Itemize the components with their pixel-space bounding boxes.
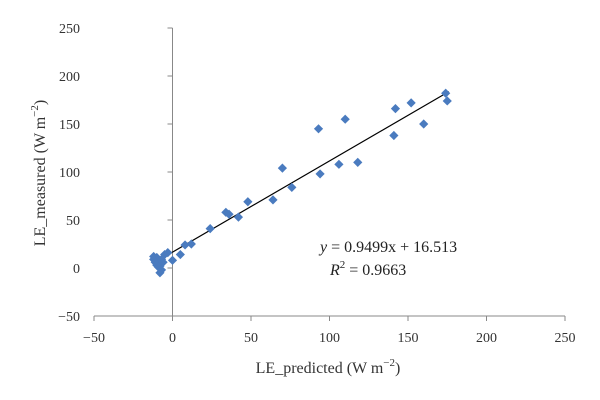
data-point xyxy=(233,212,244,222)
x-axis-title: LE_predicted (W m−2) xyxy=(256,357,401,377)
y-tick-label: 200 xyxy=(59,70,80,85)
y-tick-label: 50 xyxy=(66,214,80,229)
x-tick-label: 50 xyxy=(244,331,258,346)
data-point xyxy=(268,195,278,205)
data-point xyxy=(167,255,178,265)
data-point xyxy=(419,119,429,129)
data-point xyxy=(277,163,287,173)
data-point xyxy=(180,240,190,250)
data-point xyxy=(406,98,416,108)
data-point xyxy=(186,239,196,249)
data-point xyxy=(441,88,451,98)
trendline xyxy=(153,91,450,264)
data-point xyxy=(313,124,324,134)
axes: −50 0 50 100 150 200 250 −50 0 50 100 150 200 250 xyxy=(58,22,575,346)
data-point xyxy=(353,157,363,167)
y-tick-label: 250 xyxy=(59,22,80,37)
data-point xyxy=(243,197,253,207)
data-point xyxy=(158,257,168,267)
y-tick-label: −50 xyxy=(58,310,80,325)
y-tick-label: 0 xyxy=(73,262,80,277)
data-point xyxy=(163,248,173,258)
x-tick-label: 100 xyxy=(319,331,340,346)
x-tick-label: −50 xyxy=(83,331,105,346)
data-point xyxy=(156,265,167,275)
y-axis-title: LE_measured (W m−2) xyxy=(29,100,49,246)
trendline-equation: y = 0.9499x + 16.513 xyxy=(318,239,457,256)
r-squared-label: R2 = 0.9663 xyxy=(329,259,406,279)
data-point xyxy=(389,130,399,141)
x-tick-label: 150 xyxy=(398,331,419,346)
data-points xyxy=(149,88,452,278)
x-tick-label: 250 xyxy=(555,331,576,346)
data-point xyxy=(390,104,401,114)
data-point xyxy=(287,182,297,192)
data-point xyxy=(153,262,163,272)
labels: LE_predicted (W m−2) LE_measured (W m−2)… xyxy=(29,100,457,377)
data-point xyxy=(205,224,215,234)
x-tick-label: 200 xyxy=(476,331,497,346)
data-point xyxy=(315,169,325,179)
y-tick-label: 100 xyxy=(59,166,80,181)
data-point xyxy=(340,114,350,124)
data-point xyxy=(442,96,452,106)
trendline-group xyxy=(153,91,450,264)
data-point xyxy=(175,249,185,260)
data-point xyxy=(224,209,234,219)
y-tick-label: 150 xyxy=(59,118,80,133)
x-tick-label: 0 xyxy=(169,331,176,346)
data-point xyxy=(334,159,344,169)
